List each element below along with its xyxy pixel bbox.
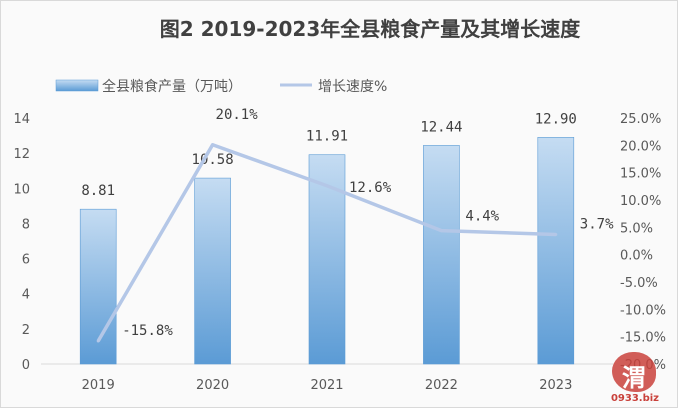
right-tick-label: -15.0% (620, 331, 666, 346)
left-tick-label: 10 (13, 182, 30, 197)
bar-value-label: 8.81 (81, 183, 115, 199)
legend-bar-swatch (55, 79, 99, 92)
x-axis-ticks: 2019 2020 2021 2022 2023 (82, 378, 573, 393)
watermark-text: 0933.biz (610, 393, 660, 404)
growth-point (96, 339, 100, 343)
growth-value-label: 3.7% (580, 216, 614, 232)
watermark-glyph: 渭 (622, 363, 646, 392)
right-tick-label: 15.0% (620, 167, 661, 182)
x-tick-label: 2021 (310, 378, 343, 393)
left-tick-label: 12 (13, 147, 30, 162)
growth-value-label: -15.8% (122, 323, 173, 339)
bar-series (79, 137, 575, 365)
right-tick-label: 25.0% (620, 112, 661, 127)
chart-title: 图2 2019-2023年全县粮食产量及其增长速度 (160, 17, 582, 41)
right-tick-label: -10.0% (620, 303, 666, 318)
growth-point (439, 229, 443, 233)
left-tick-label: 2 (22, 323, 30, 338)
line-series (96, 143, 558, 343)
growth-point (325, 184, 329, 188)
x-tick-label: 2019 (82, 378, 115, 393)
left-axis-ticks: 0 2 4 6 8 10 12 14 (13, 112, 30, 373)
watermark-stamp (612, 352, 656, 392)
x-tick-label: 2022 (425, 378, 458, 393)
bar-value-label: 10.58 (192, 152, 234, 168)
bar (423, 145, 460, 365)
left-tick-label: 0 (22, 358, 30, 373)
growth-value-label: 12.6% (349, 180, 392, 196)
right-tick-label: 20.0% (620, 139, 661, 154)
right-axis-ticks: -20.0%-15.0%-10.0%-5.0%0.0%5.0%10.0%15.0… (620, 112, 666, 373)
x-tick-label: 2023 (539, 378, 572, 393)
left-tick-label: 14 (13, 112, 30, 127)
line-data-labels: -15.8% 20.1% 12.6% 4.4% 3.7% (122, 107, 614, 339)
bar (194, 177, 231, 365)
left-tick-label: 6 (22, 253, 30, 268)
left-tick-label: 4 (22, 288, 30, 303)
growth-point (554, 232, 558, 236)
growth-value-label: 4.4% (465, 209, 499, 225)
right-tick-label: -5.0% (620, 276, 658, 291)
right-tick-label: 0.0% (620, 249, 653, 264)
legend-line-label: 增长速度% (318, 79, 387, 95)
bar (537, 137, 575, 365)
legend-bar-label: 全县粮食产量（万吨） (102, 78, 242, 95)
legend: 全县粮食产量（万吨） 增长速度% (55, 78, 387, 95)
bar-value-label: 12.90 (535, 111, 577, 127)
watermark-logo: 渭 0933.biz (598, 352, 672, 404)
growth-point (211, 143, 215, 147)
right-tick-label: 5.0% (620, 221, 653, 236)
x-tick-label: 2020 (196, 378, 229, 393)
growth-value-label: 20.1% (216, 107, 259, 123)
left-tick-label: 8 (22, 217, 30, 232)
bar-value-label: 12.44 (420, 119, 462, 135)
bar-value-label: 11.91 (306, 129, 348, 145)
right-tick-label: 10.0% (620, 194, 661, 209)
